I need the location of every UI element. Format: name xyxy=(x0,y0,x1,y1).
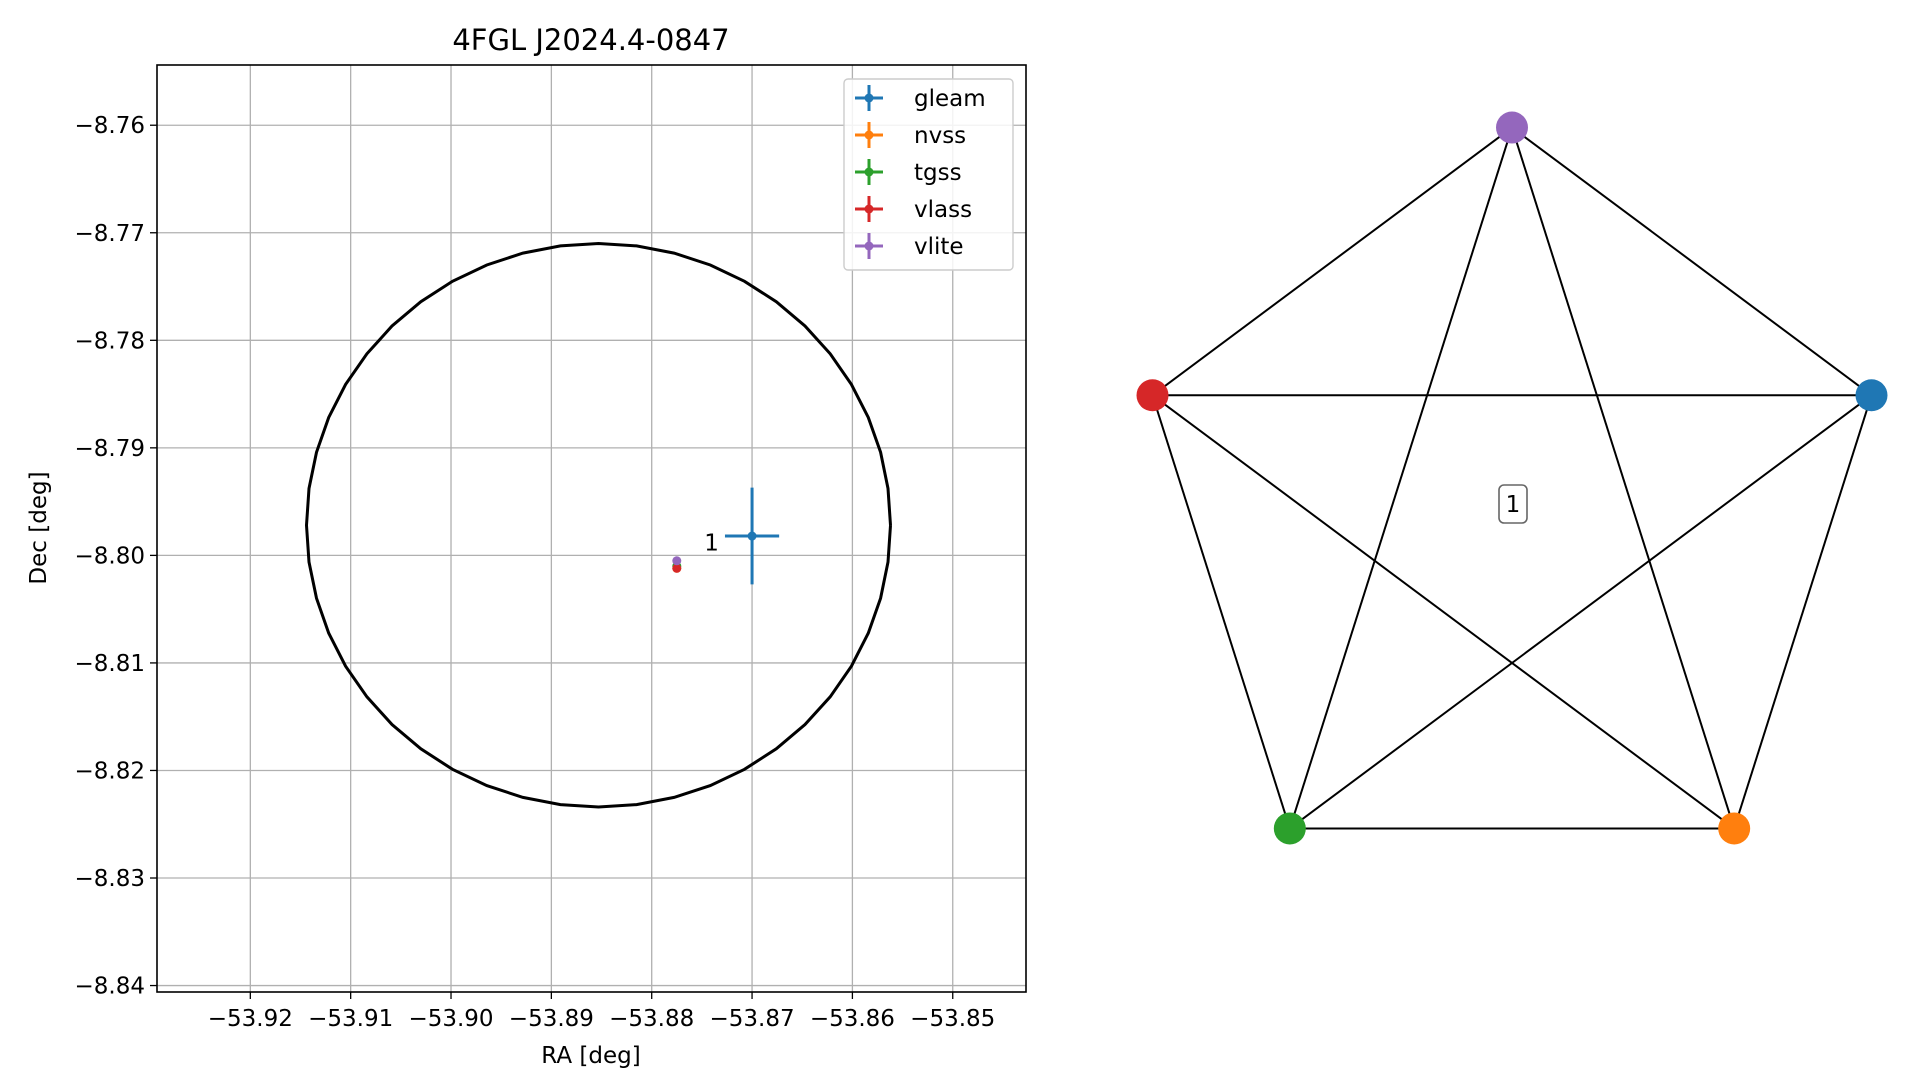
y-tick-label: −8.76 xyxy=(75,113,145,139)
x-tick-label: −53.87 xyxy=(709,1006,794,1032)
y-tick-label: −8.80 xyxy=(75,543,145,569)
point-marker xyxy=(747,531,757,541)
legend-swatch-marker xyxy=(864,241,874,251)
y-tick-label: −8.77 xyxy=(75,221,145,247)
network-node xyxy=(1136,379,1169,412)
y-tick-label: −8.83 xyxy=(75,866,145,892)
legend-swatch-marker xyxy=(864,130,874,140)
y-axis-label: Dec [deg] xyxy=(26,471,52,584)
x-axis-label: RA [deg] xyxy=(541,1043,640,1069)
network-node xyxy=(1273,812,1306,845)
network-nodes xyxy=(1136,111,1888,845)
legend-item-tgss: tgss xyxy=(855,159,962,186)
legend-item-vlite: vlite xyxy=(855,233,964,260)
x-tick-label: −53.90 xyxy=(408,1006,493,1032)
uncertainty-ellipse xyxy=(304,241,892,809)
network-edge xyxy=(1511,126,1873,397)
x-tick-label: −53.88 xyxy=(609,1006,694,1032)
network-edge xyxy=(1511,127,1736,829)
y-tick-label: −8.81 xyxy=(75,651,145,677)
network-edges xyxy=(1151,126,1873,830)
legend: gleam nvss tgss vlass vlite xyxy=(843,78,1014,271)
source-points: 1 xyxy=(672,487,780,585)
center-label: 1 xyxy=(1506,492,1521,518)
chart-title: 4FGL J2024.4-0847 xyxy=(452,23,729,57)
network-edge xyxy=(1288,127,1513,829)
data-point-vlass xyxy=(672,563,682,573)
legend-box xyxy=(843,78,1014,271)
x-tick-label: −53.91 xyxy=(308,1006,393,1032)
network-edge xyxy=(1151,394,1735,830)
legend-item-nvss: nvss xyxy=(855,122,966,149)
x-tick-label: −53.89 xyxy=(509,1006,594,1032)
crossmatch-network: 1 xyxy=(1136,111,1888,845)
y-tick-label: −8.84 xyxy=(75,974,145,1000)
network-edge xyxy=(1151,394,1291,829)
legend-swatch-marker xyxy=(864,167,874,177)
legend-item-vlass: vlass xyxy=(855,196,972,223)
legend-item-gleam: gleam xyxy=(855,85,986,112)
point-marker xyxy=(672,563,682,573)
legend-label: nvss xyxy=(914,123,966,149)
uncertainty-ellipse-group xyxy=(304,241,892,809)
network-node xyxy=(1496,111,1528,144)
data-point-gleam xyxy=(724,487,780,585)
legend-label: vlite xyxy=(914,234,964,260)
plot-frame xyxy=(156,64,1027,993)
legend-swatch-marker xyxy=(864,93,874,103)
legend-label: tgss xyxy=(914,160,962,186)
point-marker xyxy=(672,556,682,566)
data-point-vlite xyxy=(672,556,682,566)
network-edge xyxy=(1733,394,1873,829)
y-tick-label: −8.79 xyxy=(75,436,145,462)
legend-label: gleam xyxy=(914,86,986,112)
legend-label: vlass xyxy=(914,197,972,223)
network-edge xyxy=(1289,394,1873,830)
source-annotation: 1 xyxy=(704,530,719,556)
network-node xyxy=(1718,812,1751,845)
x-axis-ticks: −53.92 −53.91 −53.90 −53.89 −53.88 −53.87 −53.… xyxy=(208,992,995,1032)
center-label-box xyxy=(1498,484,1528,524)
x-tick-label: −53.85 xyxy=(910,1006,995,1032)
network-edge xyxy=(1151,126,1513,397)
y-tick-label: −8.78 xyxy=(75,328,145,354)
network-node xyxy=(1855,379,1888,412)
network-center-label: 1 xyxy=(1498,484,1528,524)
y-axis-ticks: −8.76 −8.77 −8.78 −8.79 −8.80 −8.81 −8.82 −8.83… xyxy=(75,113,157,1000)
sky-position-plot: 1 −53.92 −53.91 −53.90 −53.89 −53.88 −53.87 −5… xyxy=(26,23,1027,1069)
x-tick-label: −53.92 xyxy=(208,1006,293,1032)
y-tick-label: −8.82 xyxy=(75,758,145,784)
legend-swatch-marker xyxy=(864,204,874,214)
x-tick-label: −53.86 xyxy=(810,1006,895,1032)
